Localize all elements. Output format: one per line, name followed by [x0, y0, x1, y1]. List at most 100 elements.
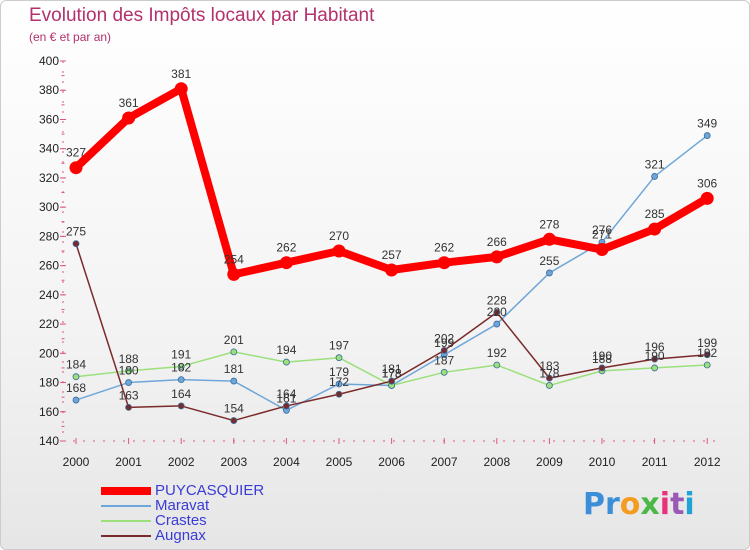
data-point-maravat: [125, 379, 132, 386]
y-tick-label: 260: [39, 259, 59, 273]
y-tick-label: 240: [39, 288, 59, 302]
data-label-puycasquier: 257: [382, 248, 402, 262]
data-label-crastes: 201: [224, 333, 244, 347]
data-point-puycasquier: [490, 250, 504, 264]
data-label-crastes: 188: [119, 352, 139, 366]
data-point-crastes: [440, 368, 448, 376]
data-point-augnax: [703, 351, 711, 359]
legend-swatch: [101, 505, 151, 507]
data-point-puycasquier: [332, 244, 346, 258]
y-tick-label: 320: [39, 171, 59, 185]
data-label-augnax: 196: [645, 340, 665, 354]
data-point-crastes: [282, 358, 290, 366]
data-label-crastes: 192: [487, 346, 507, 360]
y-tick-label: 380: [39, 83, 59, 97]
data-point-maravat: [651, 173, 658, 180]
data-label-maravat: 161: [276, 391, 296, 405]
y-tick-label: 200: [39, 346, 59, 360]
data-point-crastes: [493, 361, 501, 369]
data-label-augnax: 190: [592, 349, 612, 363]
data-label-augnax: 275: [66, 225, 86, 239]
y-tick-label: 180: [39, 376, 59, 390]
data-point-crastes: [72, 373, 80, 381]
data-label-puycasquier: 270: [329, 229, 349, 243]
data-point-puycasquier: [69, 161, 83, 175]
x-tick-label: 2010: [589, 455, 616, 469]
legend-swatch: [101, 535, 151, 537]
logo-letter: o: [619, 487, 641, 522]
data-label-maravat: 220: [487, 305, 507, 319]
data-label-augnax: 164: [171, 387, 191, 401]
x-tick-label: 2009: [536, 455, 563, 469]
legend-swatch: [101, 520, 151, 522]
data-point-augnax: [125, 403, 132, 411]
logo-letter: t: [670, 487, 685, 522]
data-point-puycasquier: [542, 232, 556, 246]
data-point-puycasquier: [700, 191, 714, 205]
data-point-maravat: [177, 376, 185, 384]
data-label-crastes: 187: [434, 353, 454, 367]
data-label-puycasquier: 271: [592, 228, 612, 242]
y-tick-label: 400: [39, 54, 59, 68]
data-label-crastes: 178: [539, 366, 559, 380]
data-point-crastes: [177, 363, 185, 370]
data-label-crastes: 188: [592, 352, 612, 366]
data-label-puycasquier: 278: [539, 217, 559, 231]
data-label-maravat: 168: [66, 381, 86, 395]
logo-letter: r: [605, 487, 620, 522]
data-label-augnax: 199: [697, 336, 717, 350]
proxiti-logo: Proxiti: [583, 487, 695, 522]
data-point-augnax: [651, 355, 658, 363]
chart-title: Evolution des Impôts locaux par Habitant: [29, 5, 375, 26]
data-label-puycasquier: 327: [66, 146, 86, 160]
y-tick-label: 300: [39, 200, 59, 214]
x-tick-label: 2012: [694, 455, 721, 469]
data-label-maravat: 321: [645, 157, 665, 171]
data-label-puycasquier: 361: [119, 96, 139, 110]
data-label-augnax: 172: [329, 375, 349, 389]
x-tick-label: 2007: [431, 455, 458, 469]
data-point-augnax: [177, 402, 185, 410]
data-label-augnax: 228: [487, 293, 507, 307]
legend-swatch: [101, 487, 151, 495]
data-point-crastes: [335, 354, 343, 362]
x-tick-label: 2004: [273, 455, 300, 469]
data-label-augnax: 163: [119, 388, 139, 402]
legend-label: Maravat: [155, 497, 210, 514]
data-point-puycasquier: [174, 82, 188, 96]
data-label-maravat: 180: [119, 364, 139, 378]
data-point-maravat: [493, 320, 501, 328]
data-label-crastes: 190: [645, 349, 665, 363]
legend-label: Crastes: [155, 512, 207, 529]
x-tick-label: 2005: [326, 455, 353, 469]
data-point-augnax: [598, 364, 606, 372]
x-tick-label: 2011: [642, 455, 668, 469]
data-label-maravat: 181: [224, 362, 244, 376]
data-label-crastes: 191: [171, 347, 191, 361]
data-label-puycasquier: 262: [434, 241, 454, 255]
y-tick-label: 140: [39, 434, 59, 448]
data-point-crastes: [230, 348, 238, 356]
data-point-puycasquier: [437, 256, 451, 270]
data-label-puycasquier: 262: [276, 241, 296, 255]
data-label-augnax: 183: [539, 359, 559, 373]
data-label-augnax: 181: [382, 362, 402, 376]
data-label-crastes: 192: [697, 346, 717, 360]
chart-subtitle: (en € et par an): [29, 30, 112, 44]
series-layer: [69, 82, 714, 424]
data-point-puycasquier: [648, 222, 662, 236]
data-point-crastes: [546, 382, 553, 389]
data-point-crastes: [125, 367, 132, 375]
data-label-maravat: 179: [329, 365, 349, 379]
legend-label: PUYCASQUIER: [155, 482, 265, 499]
data-label-augnax: 164: [276, 387, 296, 401]
data-point-crastes: [651, 364, 658, 372]
logo-letter: i: [659, 487, 671, 522]
x-tick-label: 2001: [115, 455, 142, 469]
y-tick-label: 360: [39, 112, 59, 126]
legend-label: Augnax: [155, 527, 206, 544]
data-point-augnax: [282, 402, 290, 410]
data-label-maravat: 255: [539, 254, 559, 268]
